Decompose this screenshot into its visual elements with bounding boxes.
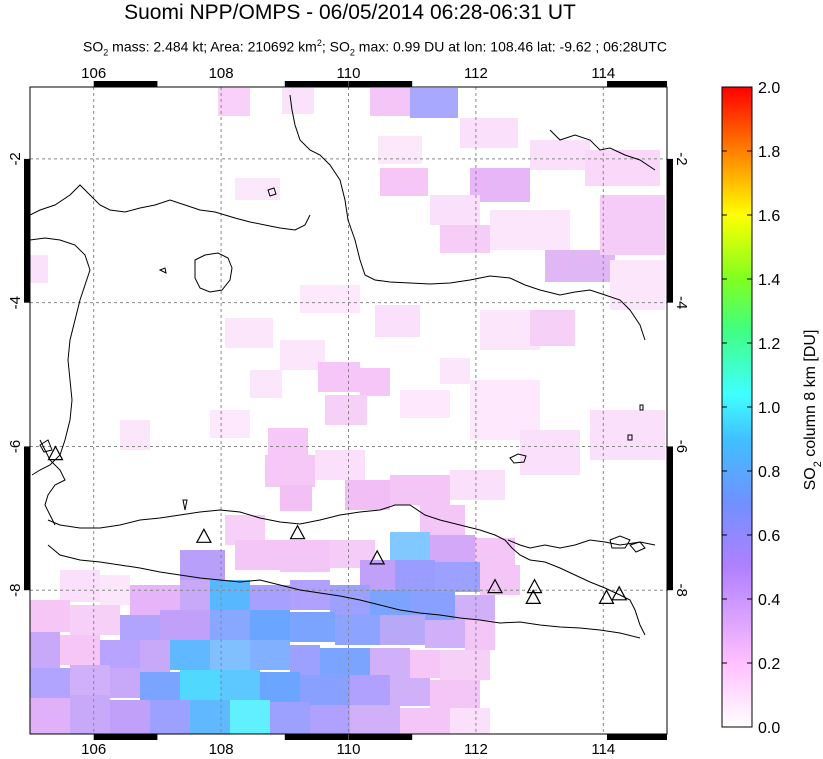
border-bar-left	[24, 446, 30, 591]
border-bar-bottom	[607, 734, 667, 740]
map-title: Suomi NPP/OMPS - 06/05/2014 06:28-06:31 …	[124, 1, 576, 24]
map-gridlines	[30, 87, 667, 734]
colorbar-ticks: 2.0 1.8 1.6 1.4 1.2 1.0 0.8 0.6 0.4 0.2 0.0	[722, 80, 780, 737]
border-bar-right	[667, 158, 673, 303]
lon-tick-label-bottom: 114	[591, 741, 615, 758]
colorbar-tick-label: 0.6	[758, 528, 780, 545]
border-bar-bottom	[93, 734, 158, 740]
colorbar-tick-label: 1.2	[758, 336, 780, 353]
volcano-triangle-icon	[525, 589, 542, 605]
lon-tick-label-bottom: 112	[464, 741, 488, 758]
lon-tick-label-top: 112	[464, 65, 488, 82]
colorbar-tick-label: 1.0	[758, 400, 780, 417]
border-bar-bottom	[284, 734, 349, 740]
volcano-triangle-icon	[611, 585, 628, 601]
lat-tick-label-left: -6	[7, 440, 24, 453]
axis-tick-labels: 106 106 108 108 110 110 112 112 114 114 -2 -2 -4 -4 -6…	[7, 65, 690, 758]
lon-tick-label-bottom: 108	[209, 741, 234, 758]
colorbar-tick-label: 1.6	[758, 208, 780, 225]
border-bar-left	[24, 158, 30, 303]
lon-tick-label-bottom: 106	[81, 741, 106, 758]
border-bar-bottom	[348, 734, 413, 740]
colorbar-tick-label: 1.4	[758, 272, 780, 289]
so2-pixel-layer	[30, 88, 665, 734]
lat-tick-label-left: -8	[7, 584, 24, 597]
colorbar-tick-label: 0.8	[758, 464, 780, 481]
lon-tick-label-top: 114	[591, 65, 615, 82]
colorbar-tick-label: 1.8	[758, 144, 780, 161]
lat-tick-label-right: -6	[673, 440, 690, 453]
colorbar-tick-label: 0.2	[758, 656, 780, 673]
volcano-triangle-icon	[369, 549, 386, 565]
lon-tick-label-top: 110	[337, 65, 361, 82]
volcano-triangle-icon	[487, 578, 504, 594]
border-bar-top	[607, 81, 667, 87]
border-bar-right	[667, 446, 673, 591]
colorbar-tick-label: 2.0	[758, 80, 780, 97]
lat-tick-label-left: -2	[7, 152, 24, 165]
map-border-bars	[24, 81, 673, 740]
border-bar-top	[348, 81, 413, 87]
volcano-triangle-icon	[289, 524, 306, 540]
lon-tick-label-bottom: 110	[337, 741, 361, 758]
colorbar-label: SO2 column 8 km [DU]	[802, 330, 823, 491]
lat-tick-label-right: -8	[673, 584, 690, 597]
lon-tick-label-top: 108	[209, 65, 234, 82]
border-bar-top	[93, 81, 158, 87]
border-bar-top	[284, 81, 349, 87]
colorbar-tick-label: 0.4	[758, 592, 780, 609]
volcano-triangle-icon	[47, 445, 64, 461]
coastlines	[30, 94, 656, 639]
colorbar-tick-label: 0.0	[758, 720, 780, 737]
volcano-triangle-icon	[195, 528, 212, 543]
lat-tick-label-left: -4	[7, 296, 24, 309]
lon-tick-label-top: 106	[81, 65, 106, 82]
lat-tick-label-right: -4	[673, 296, 690, 309]
volcano-markers	[47, 445, 628, 605]
lat-tick-label-right: -2	[673, 152, 690, 165]
map-subtitle: SO2 mass: 2.484 kt; Area: 210692 km2; SO…	[83, 38, 667, 58]
volcano-triangle-icon	[598, 589, 615, 605]
